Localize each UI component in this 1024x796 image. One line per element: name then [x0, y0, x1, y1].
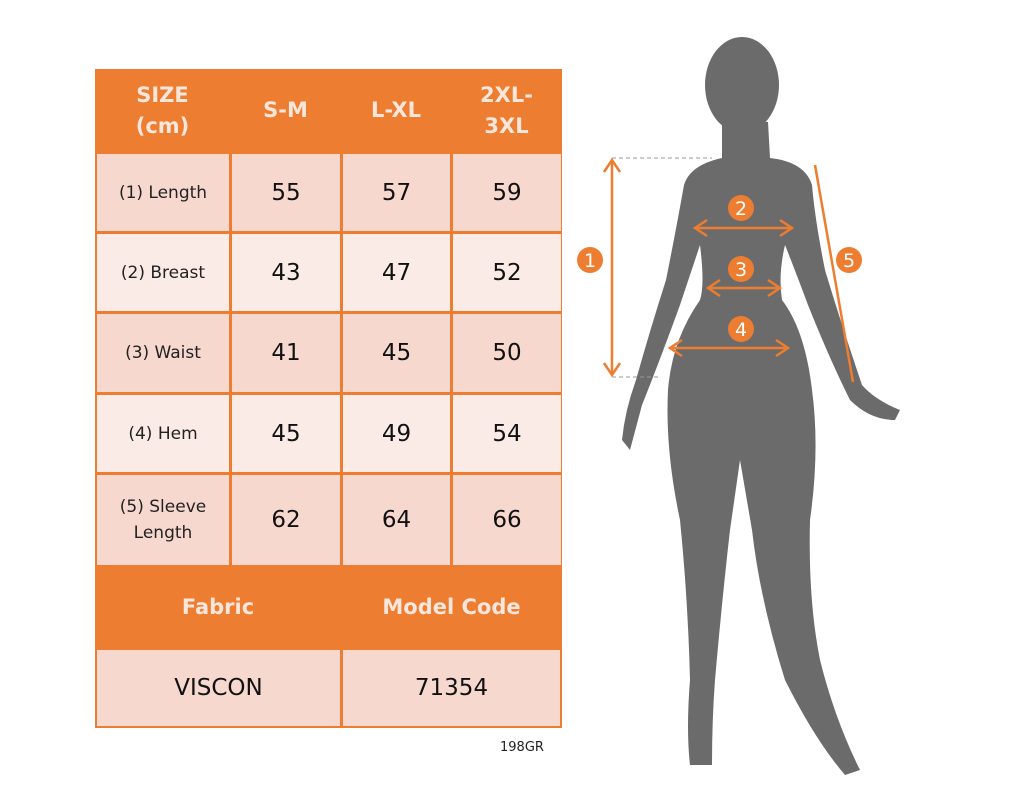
silhouette: [622, 37, 900, 775]
marker-circle: [728, 256, 754, 282]
marker-number: 3: [735, 259, 747, 281]
product-code: 198GR: [500, 740, 544, 755]
value-cell: 45: [343, 314, 450, 392]
header-cell: SIZE (cm): [135, 82, 190, 138]
value-cell: 59: [453, 154, 561, 231]
size-chart-table: SIZE (cm) S-M L-XL 2XL- 3XL (1) Length 55 57 59…: [95, 69, 562, 728]
row-label: (4) Hem: [97, 395, 229, 472]
value-cell: 49: [343, 395, 450, 472]
model-code-value: 71354: [343, 650, 560, 726]
fabric-value: VISCON: [97, 650, 340, 726]
value-cell: 66: [453, 475, 561, 565]
value-cell: 43: [232, 234, 340, 311]
marker-circle: [728, 195, 754, 221]
marker-number: 1: [584, 250, 596, 272]
guide-lines: [612, 157, 712, 378]
value-cell: 50: [453, 314, 561, 392]
row-label: (5) Sleeve Length: [97, 475, 229, 565]
value-cell: 52: [453, 234, 561, 311]
marker-number: 4: [735, 319, 747, 341]
fabric-header: Fabric: [181, 594, 255, 619]
value-cell: 64: [343, 475, 450, 565]
marker-number: 2: [735, 198, 747, 220]
value-cell: 47: [343, 234, 450, 311]
value-cell: 54: [453, 395, 561, 472]
value-cell: 41: [232, 314, 340, 392]
marker-circle: [577, 247, 603, 273]
value-cell: 62: [232, 475, 340, 565]
header-cell: S-M: [263, 98, 308, 122]
measurement-arrows: [602, 157, 855, 383]
marker-circle: [728, 316, 754, 342]
header-cell: L-XL: [371, 98, 421, 122]
row-label: (1) Length: [97, 154, 229, 231]
model-code-header: Model Code: [382, 594, 521, 619]
value-cell: 55: [232, 154, 340, 231]
value-cell: 45: [232, 395, 340, 472]
marker-circle: [836, 247, 862, 273]
marker-number: 5: [843, 250, 855, 272]
header-cell: 2XL- 3XL: [480, 82, 533, 138]
row-label: (2) Breast: [97, 234, 229, 311]
value-cell: 57: [343, 154, 450, 231]
row-label: (3) Waist: [97, 314, 229, 392]
